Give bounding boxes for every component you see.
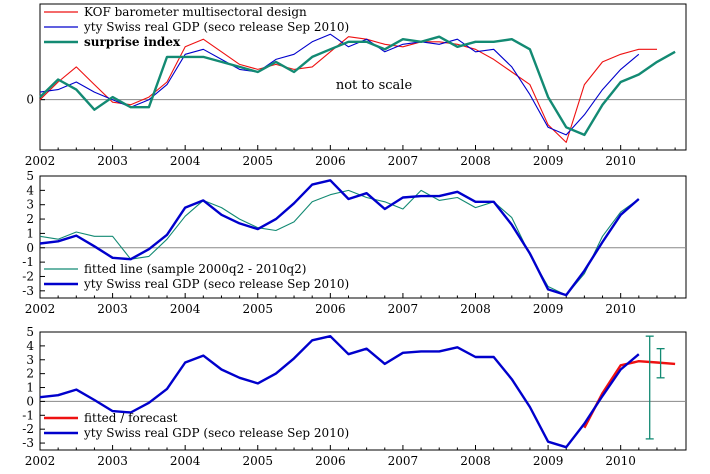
y-tick-label: -3 (22, 436, 34, 450)
x-tick-label: 2002 (25, 154, 56, 168)
x-tick-label: 2003 (97, 302, 128, 316)
x-tick-label: 2007 (388, 454, 419, 468)
series-line-kof-barometer-multisectoral-design (39, 36, 657, 143)
legend-label: fitted line (sample 2000q2 - 2010q2) (84, 262, 306, 276)
x-tick-label: 2007 (388, 154, 419, 168)
y-tick-label: 3 (26, 353, 34, 367)
series-line-yty-swiss-real-gdp-seco-release-sep-2010 (39, 179, 640, 297)
x-tick-label: 2010 (605, 154, 636, 168)
x-tick-label: 2004 (170, 154, 201, 168)
y-tick-label: -1 (22, 255, 34, 269)
plot-frame (39, 331, 687, 451)
y-tick-label: 2 (26, 367, 34, 381)
series-line-yty-swiss-real-gdp-seco-release-sep-2010 (39, 335, 640, 449)
plot-frame (39, 3, 687, 151)
y-tick-label: 2 (26, 212, 34, 226)
x-tick-label: 2008 (460, 154, 491, 168)
series-line-fitted-forecast (583, 360, 676, 429)
legend: fitted line (sample 2000q2 - 2010q2)yty … (44, 262, 349, 291)
x-tick-label: 2009 (533, 154, 564, 168)
y-tick-label: 4 (26, 183, 34, 197)
y-tick-label: 5 (26, 169, 34, 183)
series-line-surprise-index (39, 35, 676, 137)
legend-label: surprise index (84, 35, 181, 49)
x-tick-label: 2003 (97, 154, 128, 168)
y-tick-label: 3 (26, 198, 34, 212)
y-tick-label: 1 (26, 381, 34, 395)
y-tick-label: -1 (22, 408, 34, 422)
x-tick-label: 2006 (315, 302, 346, 316)
x-tick-label: 2004 (170, 302, 201, 316)
x-tick-label: 2006 (315, 454, 346, 468)
y-tick-label: 0 (26, 394, 34, 408)
x-tick-label: 2005 (242, 302, 273, 316)
legend-label: yty Swiss real GDP (seco release Sep 201… (83, 277, 349, 291)
x-tick-label: 2008 (460, 302, 491, 316)
x-tick-label: 2003 (97, 454, 128, 468)
y-tick-label: 1 (26, 226, 34, 240)
y-tick-label: 0 (26, 241, 34, 255)
y-tick-label: 4 (26, 339, 34, 353)
x-tick-label: 2004 (170, 454, 201, 468)
x-tick-label: 2005 (242, 454, 273, 468)
x-tick-label: 2002 (25, 302, 56, 316)
legend-label: yty Swiss real GDP (seco release Sep 201… (83, 20, 349, 34)
panel-middle-fitted-line: 2002 2003 2004 2005 2006 2007 2008 2009 2010 -3-2… (22, 169, 687, 316)
panel-top-kof-barometer: 2002 2003 2004 2005 2006 2007 2008 2009 2010 0 not… (25, 3, 687, 168)
series-line-yty-swiss-real-gdp-seco-release-sep-2010 (39, 33, 640, 136)
x-tick-label: 2009 (533, 454, 564, 468)
x-tick-label: 2006 (315, 154, 346, 168)
x-tick-label: 2010 (605, 302, 636, 316)
annotation-text: not to scale (336, 78, 413, 93)
x-tick-label: 2005 (242, 154, 273, 168)
x-tick-label: 2008 (460, 454, 491, 468)
y-tick-label: -3 (22, 284, 34, 298)
y-tick-label: 5 (26, 325, 34, 339)
plot-frame (39, 175, 687, 299)
y-tick-label: 0 (26, 93, 34, 107)
x-tick-label: 2010 (605, 454, 636, 468)
y-tick-label: -2 (22, 422, 34, 436)
x-tick-label: 2002 (25, 454, 56, 468)
y-tick-label: -2 (22, 269, 34, 283)
legend-label: yty Swiss real GDP (seco release Sep 201… (83, 426, 349, 440)
legend-label: KOF barometer multisectoral design (84, 5, 307, 19)
x-tick-label: 2007 (388, 302, 419, 316)
x-tick-label: 2009 (533, 302, 564, 316)
panel-bottom-forecast: 2002 2003 2004 2005 2006 2007 2008 2009 2010 -3-2… (22, 325, 687, 468)
legend-label: fitted / forecast (84, 411, 178, 425)
